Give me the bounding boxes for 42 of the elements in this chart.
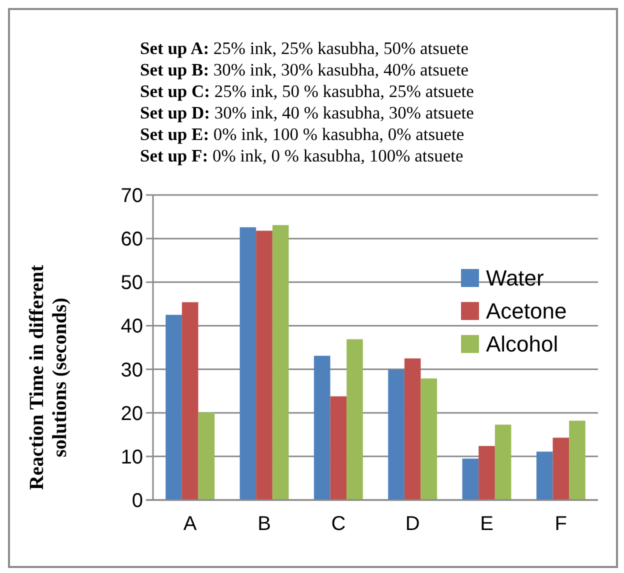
y-tick-label: 40 [120, 316, 143, 338]
bar [404, 358, 421, 500]
legend-label: Water [486, 266, 544, 291]
bar [494, 424, 512, 500]
y-tick-label: 50 [120, 272, 143, 294]
bar [478, 446, 495, 500]
bar [314, 356, 330, 500]
bar [346, 339, 363, 500]
y-axis-title: Reaction Time in different solutions (seconds) [26, 264, 71, 490]
y-tick-label: 70 [120, 185, 143, 207]
bar [256, 230, 272, 500]
y-tick-label: 30 [120, 359, 143, 382]
legend-label: Alcohol [486, 332, 558, 357]
bar [330, 396, 347, 500]
y-tick-label: 0 [132, 490, 143, 512]
text: Set up A: 25% ink, 25% kasubha, 50% atsuete [140, 38, 469, 58]
y-tick-label: 60 [120, 228, 143, 251]
y-tick-label: 10 [120, 446, 143, 468]
bar [240, 227, 256, 500]
text: Set up D: 30% ink, 40 % kasubha, 30% atsuete [140, 102, 474, 122]
x-tick-label: E [480, 513, 494, 535]
bar [182, 302, 198, 500]
bar [198, 412, 215, 500]
bar [166, 314, 182, 500]
x-tick-label: B [258, 513, 271, 535]
text: Set up E: 0% ink, 100 % kasubha, 0% atsuete [140, 124, 464, 144]
bar [536, 452, 553, 500]
bar [569, 420, 586, 500]
x-tick-label: A [183, 513, 198, 535]
bar [420, 378, 438, 500]
legend-label: Acetone [486, 298, 567, 324]
bar [462, 458, 479, 500]
text: Set up B: 30% ink, 30% kasubha, 40% atsuete [140, 60, 469, 80]
x-tick-label: F [554, 513, 568, 535]
text: Set up F: 0% ink, 0 % kasubha, 100% atsuete [140, 146, 464, 166]
bar [388, 370, 404, 500]
y-tick-label: 20 [120, 402, 143, 425]
x-tick-label: D [405, 513, 420, 535]
x-tick-label: C [331, 513, 346, 535]
bar [552, 438, 570, 500]
text: Set up C: 25% ink, 50 % kasubha, 25% atsuete [140, 81, 474, 101]
bar [272, 225, 289, 500]
